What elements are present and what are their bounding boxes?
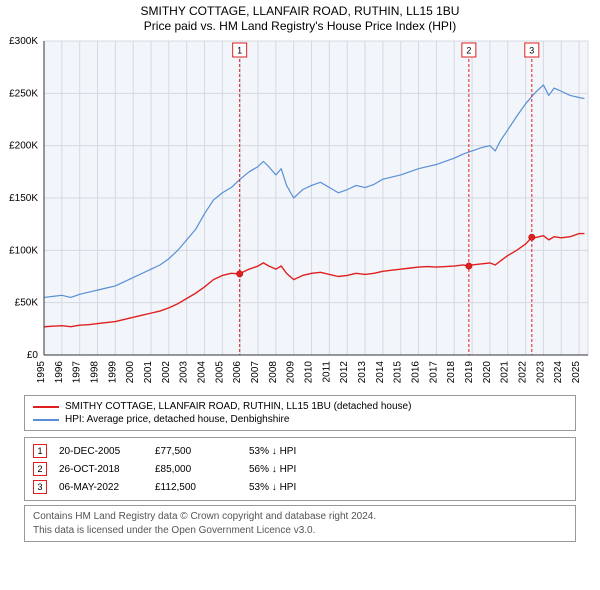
footer-line-2: This data is licensed under the Open Gov…	[33, 524, 567, 538]
chart-subtitle: Price paid vs. HM Land Registry's House …	[0, 19, 600, 33]
chart-title: SMITHY COTTAGE, LLANFAIR ROAD, RUTHIN, L…	[0, 4, 600, 18]
legend-box: SMITHY COTTAGE, LLANFAIR ROAD, RUTHIN, L…	[24, 395, 576, 431]
x-tick-label: 2015	[393, 361, 404, 384]
x-tick-label: 2025	[571, 361, 582, 384]
event-row: 2 26-OCT-2018 £85,000 56% ↓ HPI	[33, 460, 567, 478]
x-tick-label: 1999	[107, 361, 118, 384]
x-tick-label: 2024	[553, 361, 564, 384]
event-row-date: 20-DEC-2005	[51, 446, 151, 457]
event-row-marker: 2	[33, 462, 47, 476]
x-tick-label: 2003	[179, 361, 190, 384]
event-row-price: £77,500	[155, 446, 245, 457]
x-tick-label: 2013	[357, 361, 368, 384]
event-row: 3 06-MAY-2022 £112,500 53% ↓ HPI	[33, 478, 567, 496]
chart-area: £0 £50K £100K £150K £200K £250K £300K 1995 1996 1…	[0, 35, 600, 387]
event-row: 1 20-DEC-2005 £77,500 53% ↓ HPI	[33, 442, 567, 460]
x-tick-label: 2012	[339, 361, 350, 384]
x-tick-label: 2014	[375, 361, 386, 384]
x-tick-label: 2001	[143, 361, 154, 384]
header: SMITHY COTTAGE, LLANFAIR ROAD, RUTHIN, L…	[0, 0, 600, 35]
x-tick-label: 2005	[214, 361, 225, 384]
event-marker-number: 1	[237, 46, 242, 56]
event-marker-dot	[466, 263, 472, 269]
x-tick-label: 2023	[535, 361, 546, 384]
events-box: 1 20-DEC-2005 £77,500 53% ↓ HPI 2 26-OCT-2018…	[24, 437, 576, 501]
x-tick-label: 2019	[464, 361, 475, 384]
x-tick-label: 2010	[304, 361, 315, 384]
legend-row: HPI: Average price, detached house, Denb…	[33, 413, 567, 426]
x-tick-label: 2008	[268, 361, 279, 384]
x-tick-label: 1997	[72, 361, 83, 384]
x-tick-label: 2007	[250, 361, 261, 384]
x-tick-label: 2020	[482, 361, 493, 384]
legend-row: SMITHY COTTAGE, LLANFAIR ROAD, RUTHIN, L…	[33, 400, 567, 413]
legend-swatch	[33, 406, 59, 408]
legend-label: SMITHY COTTAGE, LLANFAIR ROAD, RUTHIN, L…	[65, 401, 411, 412]
x-tick-label: 2000	[125, 361, 136, 384]
x-tick-label: 2017	[428, 361, 439, 384]
y-tick-label: £300K	[9, 36, 38, 47]
footer-box: Contains HM Land Registry data © Crown c…	[24, 505, 576, 542]
footer-line-1: Contains HM Land Registry data © Crown c…	[33, 510, 567, 524]
x-tick-label: 1995	[36, 361, 47, 384]
x-tick-label: 2018	[446, 361, 457, 384]
x-tick-label: 2016	[411, 361, 422, 384]
event-marker-number: 2	[466, 46, 471, 56]
event-row-price: £112,500	[155, 482, 245, 493]
x-tick-label: 2022	[518, 361, 529, 384]
event-row-delta: 56% ↓ HPI	[249, 464, 567, 475]
event-row-delta: 53% ↓ HPI	[249, 446, 567, 457]
event-row-date: 06-MAY-2022	[51, 482, 151, 493]
x-tick-label: 2011	[321, 361, 332, 383]
y-tick-label: £0	[27, 350, 39, 361]
x-tick-label: 2002	[161, 361, 172, 384]
event-row-delta: 53% ↓ HPI	[249, 482, 567, 493]
x-tick-label: 1996	[54, 361, 65, 384]
event-row-marker: 3	[33, 480, 47, 494]
legend-label: HPI: Average price, detached house, Denb…	[65, 414, 289, 425]
x-tick-label: 2009	[286, 361, 297, 384]
chart-container: SMITHY COTTAGE, LLANFAIR ROAD, RUTHIN, L…	[0, 0, 600, 590]
event-row-marker: 1	[33, 444, 47, 458]
x-tick-label: 2004	[197, 361, 208, 384]
y-tick-label: £50K	[15, 298, 39, 309]
y-tick-label: £150K	[9, 193, 38, 204]
y-tick-label: £200K	[9, 141, 38, 152]
legend-swatch	[33, 419, 59, 421]
chart-svg: £0 £50K £100K £150K £200K £250K £300K 1995 1996 1…	[0, 35, 600, 387]
y-tick-label: £100K	[9, 245, 38, 256]
x-tick-label: 2021	[500, 361, 511, 384]
event-row-price: £85,000	[155, 464, 245, 475]
event-row-date: 26-OCT-2018	[51, 464, 151, 475]
event-marker-dot	[236, 271, 242, 277]
event-marker-number: 3	[529, 46, 534, 56]
x-tick-label: 1998	[90, 361, 101, 384]
x-tick-label: 2006	[232, 361, 243, 384]
event-marker-dot	[529, 234, 535, 240]
y-tick-label: £250K	[9, 88, 38, 99]
